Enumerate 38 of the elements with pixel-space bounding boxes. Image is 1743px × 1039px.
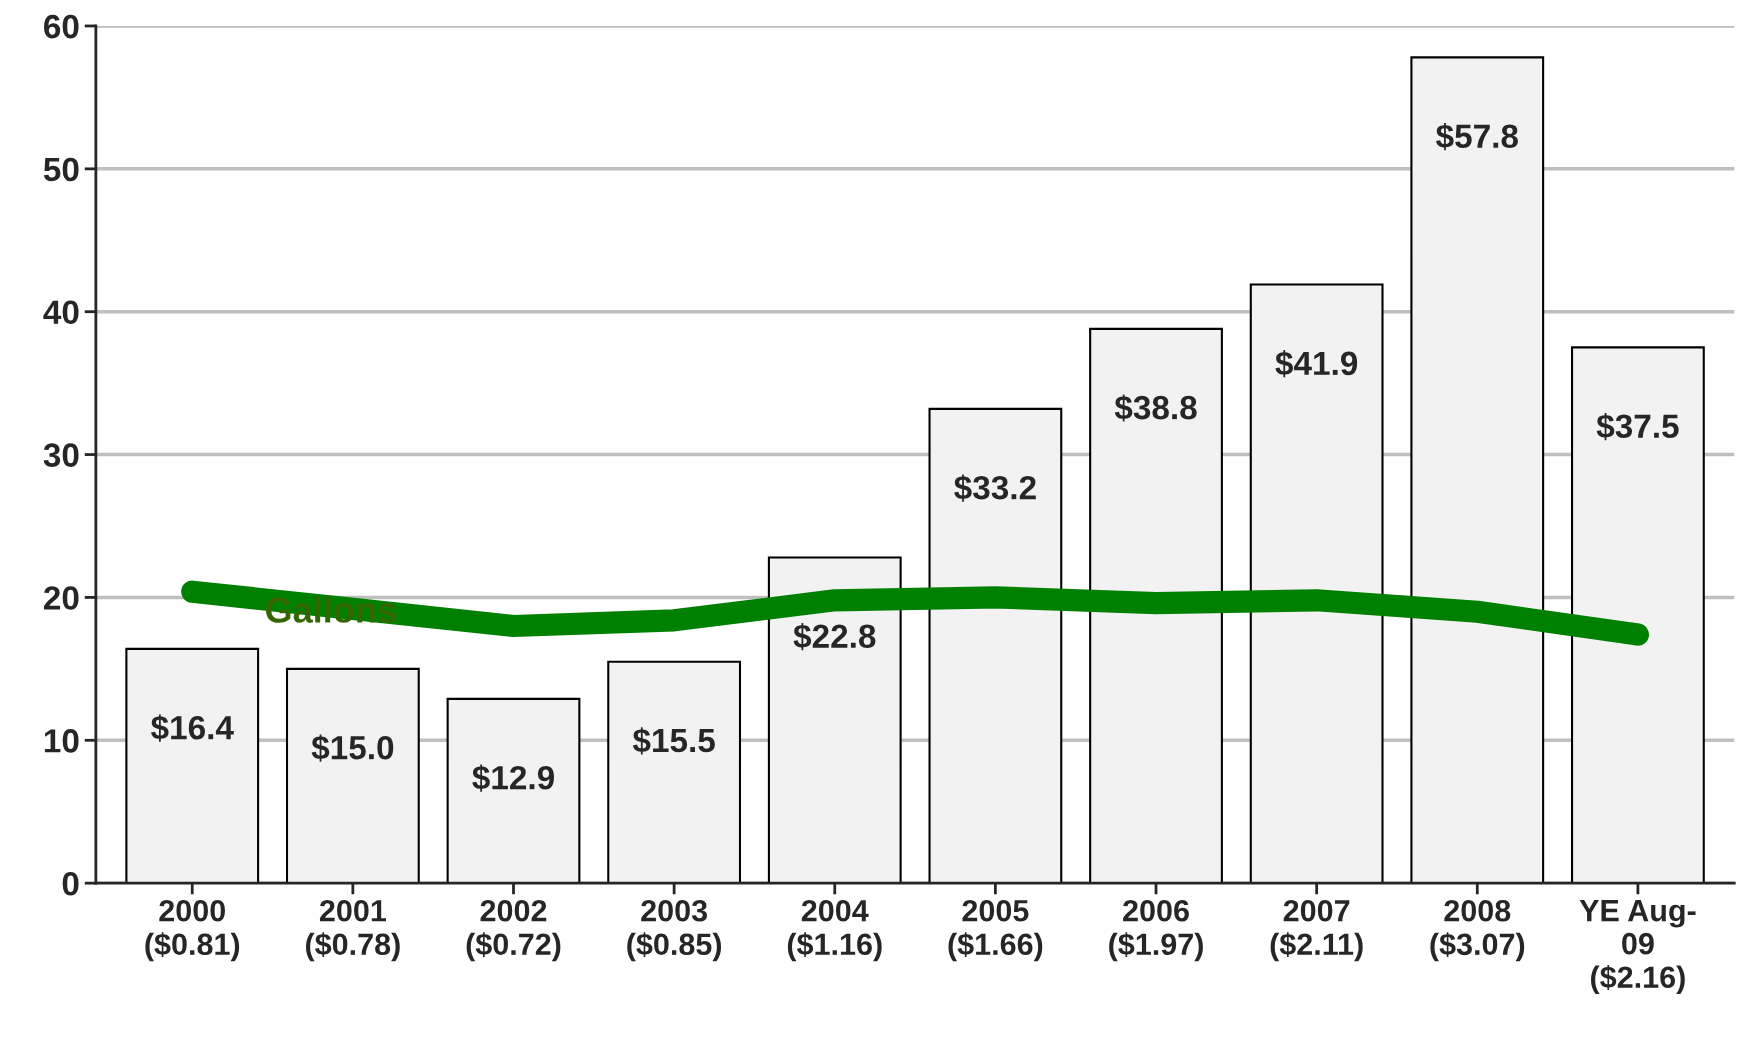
data-label: $16.4 xyxy=(150,714,234,742)
x-tick-label: 2007 ($2.11) xyxy=(1270,899,1363,962)
bar xyxy=(1571,346,1705,884)
y-tick-label: 60 xyxy=(44,14,79,39)
x-tick-label: 2006 ($1.97) xyxy=(1109,899,1203,962)
y-tick-label: 0 xyxy=(62,871,79,896)
bar xyxy=(767,556,902,884)
series-label: Gallons xyxy=(266,596,396,623)
bar xyxy=(1089,327,1223,884)
x-tick-label: 2002 ($0.72) xyxy=(466,899,561,962)
data-label: $15.0 xyxy=(311,734,394,762)
y-tick-label: 50 xyxy=(43,157,79,182)
data-label: $37.5 xyxy=(1596,412,1679,441)
x-tick-label: 2000 ($0.81) xyxy=(145,899,240,962)
data-label: $12.9 xyxy=(472,764,554,792)
x-tick-label: 2001 ($0.78) xyxy=(305,899,400,962)
bar xyxy=(1249,283,1384,884)
y-tick-label: 40 xyxy=(43,300,79,325)
bar xyxy=(285,667,420,884)
y-tick-label: 10 xyxy=(44,729,79,753)
x-tick-label: 2008 ($3.07) xyxy=(1430,899,1525,962)
bar xyxy=(607,660,742,884)
data-label: $57.8 xyxy=(1436,122,1518,151)
bar xyxy=(125,647,260,884)
data-label: $33.2 xyxy=(954,474,1036,502)
data-label: $15.5 xyxy=(632,727,715,755)
x-tick-label: 2003 ($0.85) xyxy=(627,899,722,962)
y-tick-label: 30 xyxy=(43,443,79,468)
y-tick-label: 20 xyxy=(43,586,79,610)
bar xyxy=(928,407,1063,884)
data-label: $22.8 xyxy=(793,622,876,651)
data-label: $41.9 xyxy=(1275,350,1358,378)
bar xyxy=(446,697,581,884)
data-label: $38.8 xyxy=(1114,394,1197,422)
bar xyxy=(1410,56,1545,884)
x-tick-label: 2005 ($1.66) xyxy=(948,899,1043,962)
x-tick-label: YE Aug- 09 ($2.16) xyxy=(1579,900,1696,995)
x-tick-label: 2004 ($1.16) xyxy=(787,899,882,962)
